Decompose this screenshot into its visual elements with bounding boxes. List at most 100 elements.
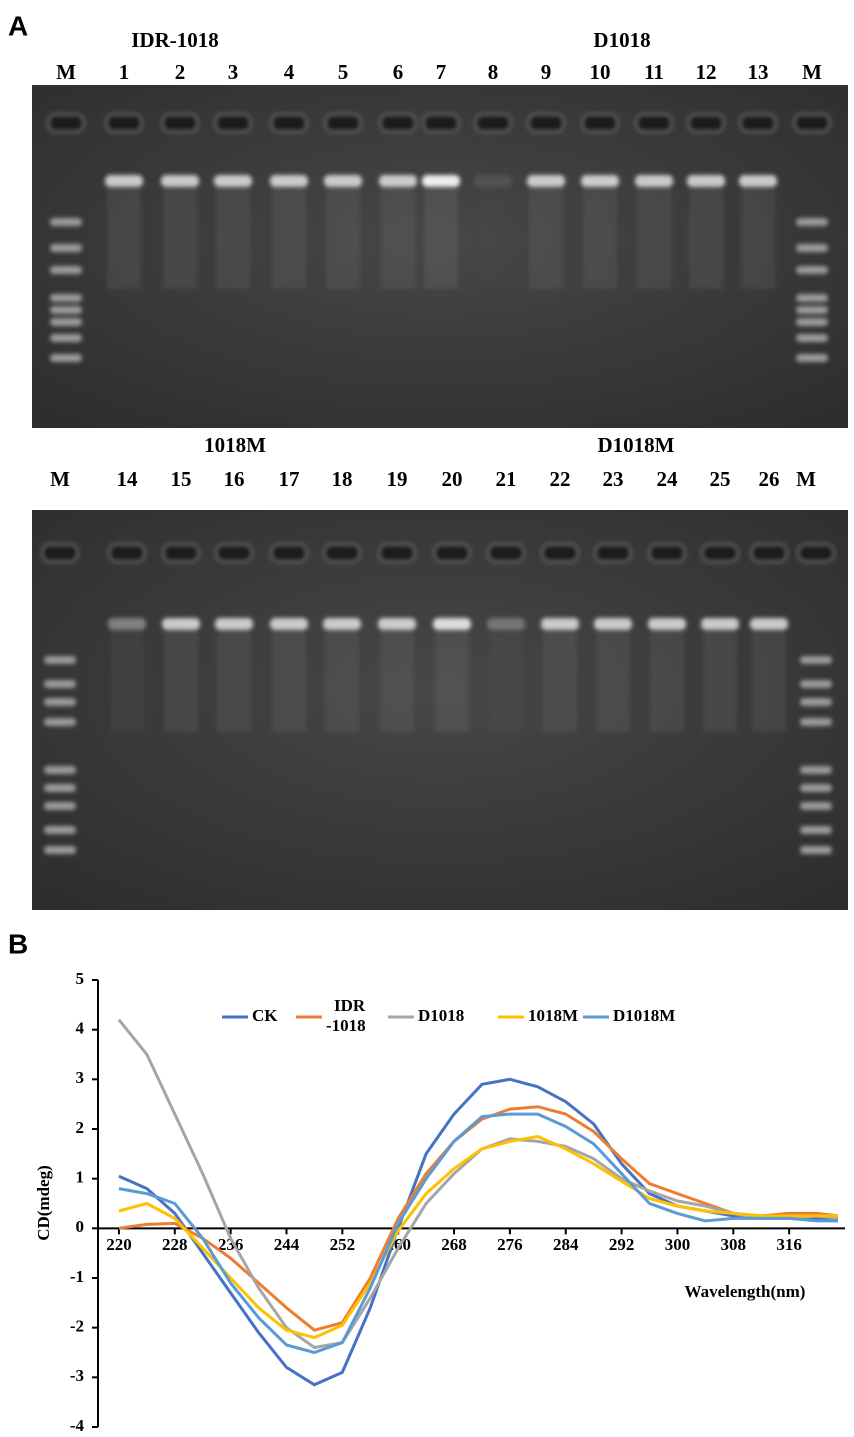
dna-band xyxy=(215,618,253,630)
panel-label: B xyxy=(8,928,28,959)
group-label: 1018M xyxy=(204,433,266,457)
ladder-band xyxy=(44,656,76,664)
lane-label: 15 xyxy=(171,467,192,491)
dna-band xyxy=(687,175,725,187)
gel-well xyxy=(162,543,200,563)
lane-label: 6 xyxy=(393,60,404,84)
dna-band xyxy=(162,618,200,630)
y-tick-label: 5 xyxy=(76,969,85,988)
lane-label: 26 xyxy=(759,467,780,491)
y-tick-label: -3 xyxy=(70,1366,84,1385)
legend-label: CK xyxy=(252,1006,278,1025)
lane-label: 4 xyxy=(284,60,295,84)
ladder-band xyxy=(796,294,828,302)
y-tick-label: -1 xyxy=(70,1267,84,1286)
gel-well xyxy=(635,113,673,133)
lane-label: 3 xyxy=(228,60,239,84)
data-line xyxy=(118,1112,838,1354)
dna-band xyxy=(648,618,686,630)
gel-well xyxy=(648,543,686,563)
ladder-band xyxy=(50,218,82,226)
gel-well xyxy=(379,113,417,133)
dna-band xyxy=(750,618,788,630)
lane-label: 8 xyxy=(488,60,499,84)
ladder-band xyxy=(44,826,76,834)
lane-label: 19 xyxy=(387,467,408,491)
y-tick-label: 4 xyxy=(76,1019,85,1038)
lane-label: 17 xyxy=(279,467,300,491)
dna-band xyxy=(105,175,143,187)
gel-well xyxy=(541,543,579,563)
lane-label: 10 xyxy=(590,60,611,84)
lane-label: M xyxy=(796,467,816,491)
ladder-band xyxy=(796,306,828,314)
legend-label: D1018M xyxy=(613,1006,675,1025)
dna-band xyxy=(422,175,460,187)
ladder-band xyxy=(796,244,828,252)
lane-label: 12 xyxy=(696,60,717,84)
ladder-band xyxy=(800,680,832,688)
smear xyxy=(752,632,786,732)
dna-band xyxy=(214,175,252,187)
ladder-band xyxy=(800,656,832,664)
gel-well xyxy=(214,113,252,133)
dna-band xyxy=(527,175,565,187)
smear xyxy=(583,189,617,289)
y-tick-label: -2 xyxy=(70,1317,84,1336)
gel-well xyxy=(527,113,565,133)
smear xyxy=(529,189,563,289)
dna-band xyxy=(541,618,579,630)
ladder-band xyxy=(796,354,828,362)
panel-label: A xyxy=(8,10,28,41)
smear xyxy=(543,632,577,732)
data-line xyxy=(118,1077,838,1387)
gel-well xyxy=(215,543,253,563)
lane-label: 22 xyxy=(550,467,571,491)
x-tick-label: 316 xyxy=(776,1235,802,1254)
dna-band xyxy=(161,175,199,187)
ladder-band xyxy=(50,294,82,302)
lane-label: 23 xyxy=(603,467,624,491)
dna-band xyxy=(594,618,632,630)
dna-band xyxy=(270,175,308,187)
y-tick-label: 3 xyxy=(76,1068,85,1087)
ladder-band xyxy=(44,846,76,854)
gel-well xyxy=(750,543,788,563)
smear xyxy=(650,632,684,732)
ladder-band xyxy=(796,218,828,226)
x-tick-label: 268 xyxy=(441,1235,467,1254)
lane-label: 7 xyxy=(436,60,447,84)
smear xyxy=(325,632,359,732)
smear xyxy=(689,189,723,289)
smear xyxy=(110,632,144,732)
dna-band xyxy=(323,618,361,630)
x-tick-label: 244 xyxy=(274,1235,300,1254)
smear xyxy=(741,189,775,289)
smear xyxy=(217,632,251,732)
smear xyxy=(107,189,141,289)
data-line xyxy=(118,1135,838,1340)
x-tick-label: 292 xyxy=(609,1235,635,1254)
ladder-band xyxy=(796,318,828,326)
ladder-band xyxy=(800,784,832,792)
ladder-band xyxy=(50,354,82,362)
ladder-band xyxy=(50,244,82,252)
smear xyxy=(164,632,198,732)
gel-well xyxy=(105,113,143,133)
y-tick-label: 1 xyxy=(76,1168,85,1187)
ladder-band xyxy=(800,826,832,834)
smear xyxy=(489,632,523,732)
lane-label: 9 xyxy=(541,60,552,84)
x-tick-label: 252 xyxy=(330,1235,356,1254)
ladder-band xyxy=(44,718,76,726)
ladder-band xyxy=(796,266,828,274)
ladder-band xyxy=(44,784,76,792)
gel-well xyxy=(323,543,361,563)
gel-well xyxy=(581,113,619,133)
dna-band xyxy=(635,175,673,187)
ladder-band xyxy=(800,718,832,726)
dna-band xyxy=(324,175,362,187)
x-tick-label: 276 xyxy=(497,1235,523,1254)
x-axis-title: Wavelength(nm) xyxy=(685,1282,806,1301)
smear xyxy=(424,189,458,289)
